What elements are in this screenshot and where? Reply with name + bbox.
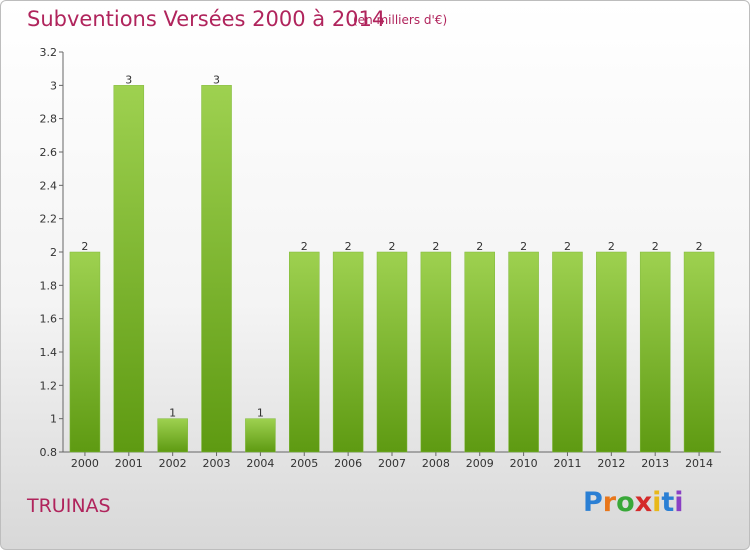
bar-value-label: 2 (696, 240, 703, 253)
y-tick-label: 2 (50, 246, 57, 259)
bar-value-label: 3 (213, 73, 220, 86)
y-tick-label: 1.8 (40, 279, 58, 292)
logo-letter: i (652, 487, 662, 518)
bar (420, 251, 452, 453)
y-tick-label: 2.2 (40, 213, 58, 226)
logo-letter: x (634, 487, 653, 518)
x-tick-label: 2011 (553, 457, 581, 470)
y-tick-label: 1.6 (40, 313, 58, 326)
bar-value-label: 1 (257, 407, 264, 420)
chart-unit: (en milliers d'€) (353, 13, 448, 27)
y-tick-label: 3.2 (40, 46, 58, 59)
x-tick-label: 2005 (290, 457, 318, 470)
chart-title: Subventions Versées 2000 à 2014 (27, 7, 386, 31)
bar (113, 85, 145, 453)
y-tick-label: 1 (50, 413, 57, 426)
place-name: TRUINAS (27, 495, 111, 517)
bar (157, 418, 188, 453)
logo-letter: P (583, 487, 603, 518)
bar-value-label: 2 (432, 240, 439, 253)
bar-value-label: 2 (608, 240, 615, 253)
x-tick-label: 2002 (159, 457, 187, 470)
x-tick-label: 2012 (597, 457, 625, 470)
x-tick-label: 2009 (466, 457, 494, 470)
bar (683, 251, 715, 453)
bar-value-label: 2 (301, 240, 308, 253)
x-tick-label: 2014 (685, 457, 713, 470)
x-tick-label: 2003 (203, 457, 231, 470)
logo-letter: t (661, 487, 675, 518)
x-tick-label: 2007 (378, 457, 406, 470)
bar (639, 251, 671, 453)
bar (508, 251, 539, 453)
y-tick-label: 3 (50, 79, 57, 92)
x-tick-label: 2013 (641, 457, 669, 470)
bar (464, 251, 495, 453)
bar-value-label: 2 (345, 240, 352, 253)
x-tick-label: 2006 (334, 457, 362, 470)
bar (596, 251, 627, 453)
x-tick-label: 2008 (422, 457, 450, 470)
y-tick-label: 2.8 (40, 113, 58, 126)
bar (552, 251, 583, 453)
y-tick-label: 0.8 (40, 446, 58, 459)
x-tick-label: 2004 (246, 457, 274, 470)
x-tick-label: 2010 (510, 457, 538, 470)
bar-value-label: 2 (389, 240, 396, 253)
x-tick-label: 2001 (115, 457, 143, 470)
bar-value-label: 2 (476, 240, 483, 253)
y-tick-label: 2.4 (40, 179, 58, 192)
logo-letter: r (602, 487, 617, 518)
bar-value-label: 2 (81, 240, 88, 253)
logo-letter: o (616, 487, 635, 518)
x-tick-label: 2000 (71, 457, 99, 470)
bar (376, 251, 408, 453)
y-tick-label: 2.6 (40, 146, 58, 159)
y-tick-label: 1.4 (40, 346, 58, 359)
bar (201, 85, 232, 453)
bar (69, 251, 101, 453)
logo-letter: i (674, 487, 684, 518)
bar-value-label: 2 (564, 240, 571, 253)
y-tick-label: 1.2 (40, 379, 58, 392)
bar-value-label: 2 (520, 240, 527, 253)
bar (332, 251, 364, 453)
bar (245, 418, 276, 453)
bar-value-label: 2 (652, 240, 659, 253)
bar-value-label: 1 (169, 407, 176, 420)
bar (289, 251, 320, 453)
proxiti-logo[interactable]: Proxiti (583, 487, 684, 518)
bar-value-label: 3 (125, 73, 132, 86)
